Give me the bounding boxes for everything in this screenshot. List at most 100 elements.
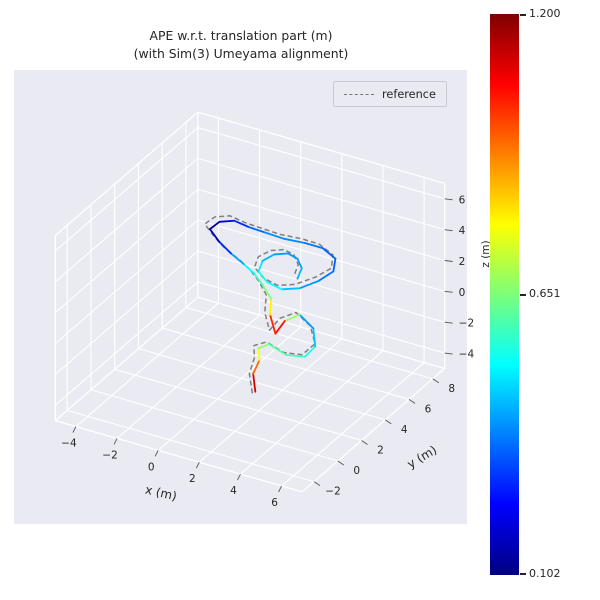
z-tick-mark [444, 352, 453, 355]
estimate-trajectory-segment [269, 297, 273, 316]
grid-line [54, 250, 199, 375]
estimate-trajectory-segment [233, 219, 250, 229]
chart-title-line1: APE w.r.t. translation part (m) [149, 28, 333, 43]
z-tick-label: 0 [459, 287, 466, 299]
estimate-trajectory-segment [312, 327, 317, 348]
colorbar-gradient [490, 14, 519, 575]
y-tick-label: 8 [448, 383, 455, 395]
box-edge [197, 111, 445, 184]
grid-line [157, 326, 302, 451]
y-tick-mark [337, 460, 345, 466]
x-tick-mark [278, 485, 282, 493]
x-tick-label: 6 [271, 497, 278, 509]
z-tick-mark [444, 290, 453, 293]
estimate-trajectory-segment [218, 240, 232, 255]
grid-line [54, 281, 199, 406]
grid-line [281, 362, 425, 487]
x-tick-mark [113, 438, 118, 445]
grid-line [114, 368, 362, 441]
y-tick-mark [432, 378, 440, 384]
grid-line [54, 219, 199, 344]
x-tick-label: −4 [61, 438, 77, 450]
box-edge [301, 367, 446, 493]
estimate-trajectory-segment [296, 267, 303, 280]
y-tick-label: 4 [401, 424, 408, 436]
box-edge [54, 111, 199, 237]
box-edge [54, 296, 199, 422]
estimate-trajectory-segment [298, 280, 320, 290]
estimate-trajectory-segment [280, 287, 301, 291]
grid-line [197, 188, 445, 262]
z-tick-mark [444, 229, 453, 232]
estimate-trajectory-segment [252, 372, 257, 393]
legend: reference [333, 81, 447, 107]
grid-line [197, 250, 445, 323]
estimate-trajectory-segment [257, 270, 268, 283]
z-tick-label: −2 [459, 318, 474, 330]
estimate-trajectory-segment [218, 219, 236, 223]
estimate-trajectory-segment [274, 320, 286, 335]
estimate-trajectory-segment [273, 252, 289, 256]
grid-line [185, 306, 433, 380]
box-edge [55, 420, 303, 493]
estimate-trajectory-segment [268, 343, 287, 356]
colorbar-tick-mark [520, 294, 526, 296]
colorbar-tick-mark [520, 573, 526, 575]
colorbar-tick-max: 1.200 [529, 7, 561, 20]
chart-title: APE w.r.t. translation part (m) (with Si… [15, 27, 467, 63]
y-tick-label: 0 [353, 465, 360, 477]
estimate-trajectory-segment [209, 220, 221, 231]
grid-line [162, 327, 410, 400]
estimate-trajectory-segment [303, 345, 317, 358]
z-tick-mark [444, 198, 453, 201]
grid-line [240, 350, 384, 475]
estimate-trajectory-segment [321, 247, 337, 260]
colorbar-tick-mark [520, 14, 526, 16]
estimate-trajectory-segment [304, 242, 324, 250]
x-tick-mark [72, 426, 77, 433]
estimate-trajectory-segment [257, 347, 261, 362]
estimate-trajectory-segment [287, 252, 299, 260]
legend-label: reference [382, 87, 436, 101]
box-edge [197, 296, 445, 370]
y-tick-mark [385, 419, 392, 425]
grid-line [54, 157, 199, 283]
x-tick-label: 0 [148, 461, 155, 473]
estimate-trajectory-segment [332, 257, 337, 273]
grid-line [138, 348, 386, 421]
y-tick-label: −2 [325, 486, 340, 498]
y-tick-mark [313, 481, 321, 486]
estimate-trajectory-segment [269, 313, 277, 335]
estimate-trajectory-segment [296, 257, 303, 270]
z-tick-mark [444, 321, 453, 324]
x-tick-mark [154, 450, 159, 457]
y-tick-mark [361, 440, 368, 445]
estimate-trajectory-segment [257, 343, 270, 350]
estimate-trajectory-segment [253, 272, 264, 286]
grid-line [197, 127, 445, 200]
colorbar-tick-min: 0.102 [529, 567, 561, 580]
y-tick-label: 2 [377, 444, 384, 456]
estimate-trajectory-segment [252, 359, 261, 375]
grid-line [197, 219, 445, 292]
grid-line [54, 188, 199, 314]
y-tick-mark [408, 398, 416, 404]
grid-line [116, 314, 260, 439]
reference-dashed-line-sample [344, 93, 374, 95]
estimate-trajectory-segment [266, 281, 283, 291]
axes-background [14, 70, 467, 524]
grid-line [90, 389, 338, 462]
estimate-trajectory-segment [298, 313, 315, 330]
z-tick-label: 2 [459, 256, 466, 268]
estimate-trajectory-segment [282, 237, 306, 244]
grid-line [75, 302, 219, 427]
estimate-trajectory-segment [257, 259, 264, 273]
estimate-trajectory-segment [263, 231, 285, 240]
estimate-trajectory-segment [283, 313, 301, 322]
grid-line [197, 157, 445, 231]
x-tick-mark [237, 473, 241, 481]
z-tick-label: 4 [459, 225, 466, 237]
estimate-trajectory-segment [284, 353, 306, 358]
